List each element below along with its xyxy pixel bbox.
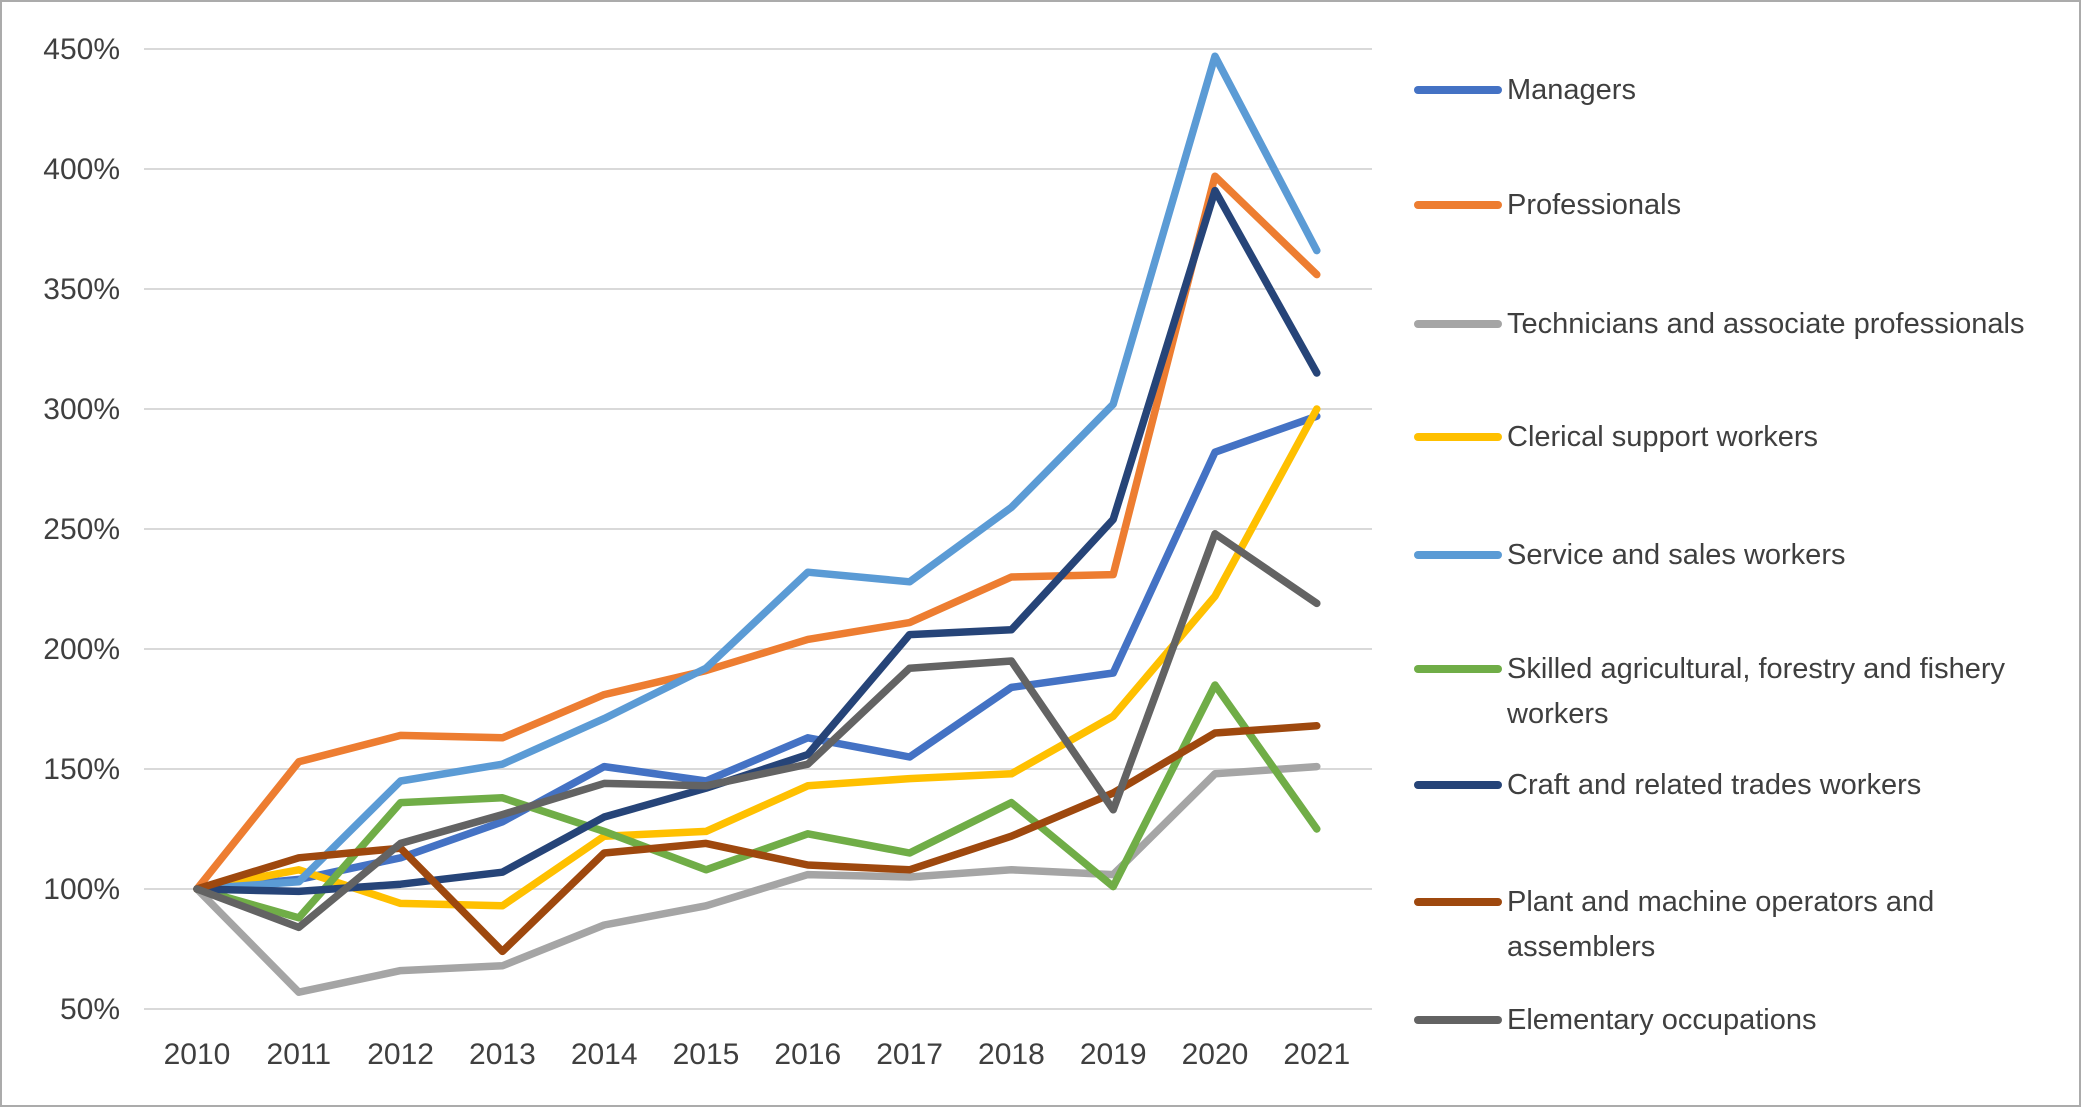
x-axis-label: 2019 (1080, 1038, 1147, 1071)
series-line-professionals (193, 172, 1321, 893)
x-axis-label: 2018 (978, 1038, 1045, 1071)
x-axis-label: 2011 (267, 1038, 332, 1071)
y-axis-label: 250% (43, 513, 120, 546)
x-axis-label: 2020 (1182, 1038, 1249, 1071)
x-axis-label: 2013 (469, 1038, 536, 1071)
x-axis-label: 2012 (367, 1038, 434, 1071)
series-line-elementary-occupations (193, 530, 1321, 932)
series-line-technicians-and-associate-professionals (193, 762, 1321, 996)
x-axis-label: 2017 (876, 1038, 943, 1071)
series-line-clerical-support-workers (193, 405, 1321, 910)
series-line-plant-and-machine-operators-and-assemblers (193, 722, 1321, 956)
y-axis-label: 150% (43, 753, 120, 786)
y-axis-label: 100% (43, 873, 120, 906)
y-axis-label: 200% (43, 633, 120, 666)
y-axis-label: 300% (43, 393, 120, 426)
x-axis-label: 2015 (673, 1038, 740, 1071)
series-line-service-and-sales-workers (193, 52, 1321, 893)
y-axis-label: 450% (43, 33, 120, 66)
x-axis-label: 2010 (164, 1038, 231, 1071)
y-axis-label: 400% (43, 153, 120, 186)
x-axis-label: 2016 (774, 1038, 841, 1071)
y-axis-label: 350% (43, 273, 120, 306)
y-axis-label: 50% (60, 993, 120, 1026)
x-axis-label: 2021 (1283, 1038, 1350, 1071)
x-axis-label: 2014 (571, 1038, 638, 1071)
